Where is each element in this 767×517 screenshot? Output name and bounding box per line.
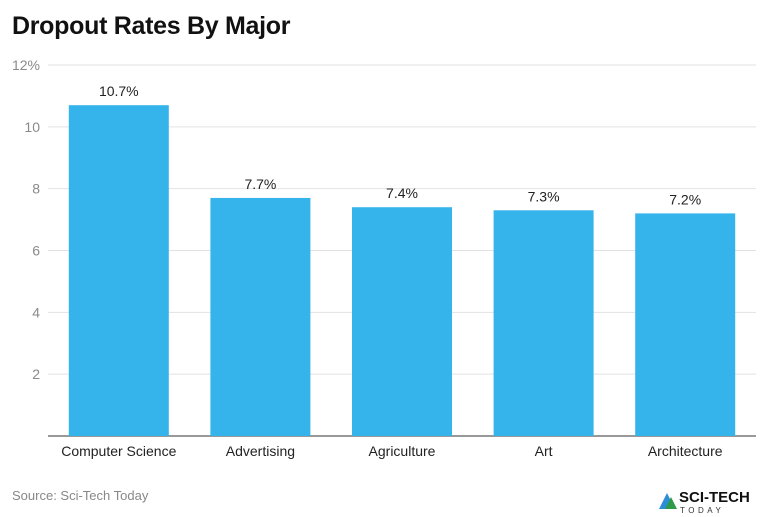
data-label: 7.7% — [244, 176, 276, 192]
bar — [493, 210, 594, 436]
x-tick-label: Computer Science — [61, 443, 176, 459]
bar — [68, 105, 169, 437]
x-tick-label: Architecture — [648, 443, 723, 459]
y-tick-label: 6 — [32, 243, 40, 259]
y-tick-label: 2 — [32, 366, 40, 382]
x-tick-label: Agriculture — [369, 443, 436, 459]
x-tick-label: Advertising — [226, 443, 295, 459]
data-label: 10.7% — [99, 83, 139, 99]
chart-title: Dropout Rates By Major — [12, 12, 291, 40]
data-label: 7.3% — [528, 188, 560, 204]
x-tick-label: Art — [535, 443, 553, 459]
data-label: 7.4% — [386, 185, 418, 201]
svg-text:TODAY: TODAY — [680, 506, 724, 515]
y-tick-label: 12% — [12, 57, 40, 73]
bar — [352, 207, 452, 436]
data-label: 7.2% — [669, 191, 701, 207]
sci-tech-today-logo: SCI-TECH TODAY — [659, 489, 750, 515]
y-tick-label: 10 — [24, 119, 40, 135]
svg-text:SCI-TECH: SCI-TECH — [679, 489, 750, 506]
bar — [635, 213, 736, 436]
y-tick-label: 8 — [32, 181, 40, 197]
bar — [210, 197, 311, 436]
y-tick-label: 4 — [32, 304, 40, 320]
source-note: Source: Sci-Tech Today — [12, 488, 149, 503]
